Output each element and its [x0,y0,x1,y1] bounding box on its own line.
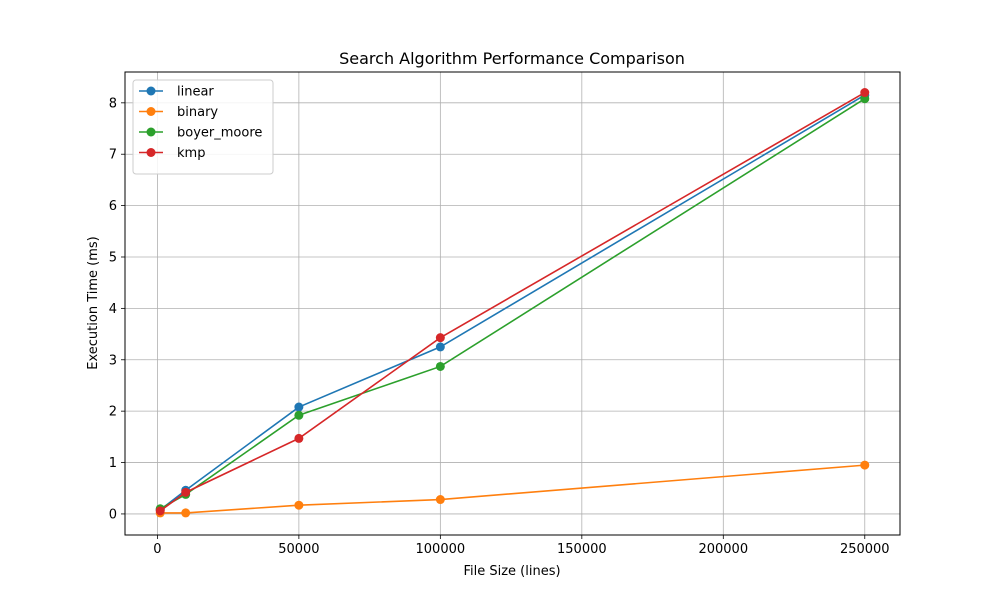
y-tick-label: 0 [109,507,117,522]
legend-marker-binary [146,107,156,116]
x-tick-label: 100000 [416,542,466,557]
x-tick-label: 200000 [698,542,748,557]
data-point-linear [294,402,304,412]
legend-label-boyer_moore: boyer_moore [177,126,262,141]
data-point-linear [435,342,445,352]
x-tick-label: 50000 [278,542,319,557]
y-tick-label: 3 [109,353,117,368]
data-point-kmp [294,433,304,443]
y-tick-label: 4 [109,302,117,317]
y-tick-label: 7 [109,148,117,163]
data-point-binary [860,460,870,470]
legend-marker-boyer_moore [146,127,156,137]
y-tick-label: 6 [109,199,117,214]
legend-label-linear: linear [177,85,214,100]
plot-area-frame [124,71,901,536]
y-tick-label: 8 [109,96,117,111]
data-point-binary [181,508,191,518]
axis-ticks: 0 50000 100000 150000 200000 250000 0 1 2 3 4 5 6 7 8 [109,96,890,557]
legend-label-kmp: kmp [177,146,205,161]
x-tick-label: 0 [153,542,161,557]
series-binary [155,460,870,518]
data-point-binary [294,500,304,510]
y-tick-label: 5 [109,250,117,265]
legend-marker-kmp [146,148,156,157]
y-tick-label: 1 [109,456,117,471]
legend-label-binary: binary [177,105,218,120]
data-point-kmp [155,506,165,516]
series-lines [155,88,870,518]
y-axis-title: Execution Time (ms) [86,236,101,369]
data-point-kmp [435,333,445,343]
data-point-kmp [181,487,191,497]
legend-box [132,79,274,175]
x-tick-label: 150000 [557,542,607,557]
data-point-binary [435,495,445,505]
grid-lines [125,72,900,535]
legend-marker-linear [146,86,156,96]
x-axis-title: File Size (lines) [463,564,560,579]
data-point-boyer_moore [435,361,445,371]
data-point-boyer_moore [860,94,870,104]
x-tick-label: 250000 [840,542,890,557]
data-point-kmp [860,88,870,98]
chart-title: Search Algorithm Performance Comparison [339,49,685,68]
data-point-boyer_moore [294,410,304,420]
y-tick-label: 2 [109,405,117,420]
series-kmp [155,88,870,516]
